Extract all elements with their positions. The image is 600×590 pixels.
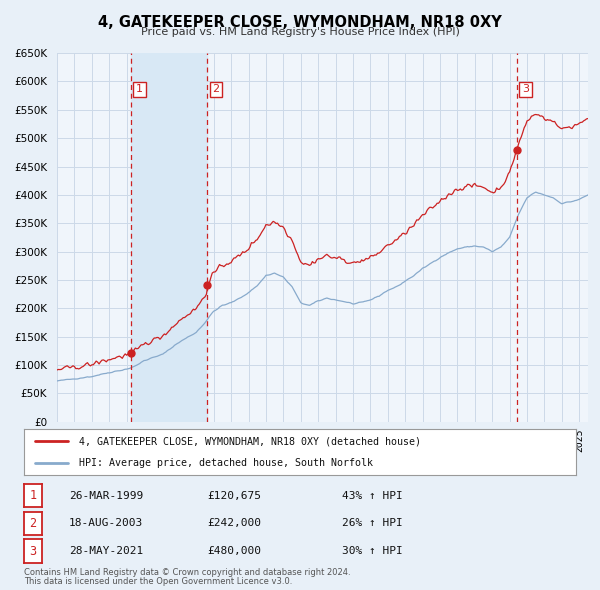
Text: 26% ↑ HPI: 26% ↑ HPI — [342, 519, 403, 528]
Text: 1: 1 — [136, 84, 143, 94]
Text: Price paid vs. HM Land Registry's House Price Index (HPI): Price paid vs. HM Land Registry's House … — [140, 27, 460, 37]
Text: 2: 2 — [29, 517, 37, 530]
Text: This data is licensed under the Open Government Licence v3.0.: This data is licensed under the Open Gov… — [24, 577, 292, 586]
Text: 4, GATEKEEPER CLOSE, WYMONDHAM, NR18 0XY (detached house): 4, GATEKEEPER CLOSE, WYMONDHAM, NR18 0XY… — [79, 437, 421, 447]
Text: 28-MAY-2021: 28-MAY-2021 — [69, 546, 143, 556]
Text: 26-MAR-1999: 26-MAR-1999 — [69, 491, 143, 500]
Text: 4, GATEKEEPER CLOSE, WYMONDHAM, NR18 0XY: 4, GATEKEEPER CLOSE, WYMONDHAM, NR18 0XY — [98, 15, 502, 30]
Text: 30% ↑ HPI: 30% ↑ HPI — [342, 546, 403, 556]
Text: 18-AUG-2003: 18-AUG-2003 — [69, 519, 143, 528]
Text: 1: 1 — [29, 489, 37, 502]
Text: 2: 2 — [212, 84, 220, 94]
Text: £120,675: £120,675 — [207, 491, 261, 500]
Text: HPI: Average price, detached house, South Norfolk: HPI: Average price, detached house, Sout… — [79, 457, 373, 467]
Text: 43% ↑ HPI: 43% ↑ HPI — [342, 491, 403, 500]
Text: Contains HM Land Registry data © Crown copyright and database right 2024.: Contains HM Land Registry data © Crown c… — [24, 568, 350, 577]
Text: 3: 3 — [522, 84, 529, 94]
Text: 3: 3 — [29, 545, 37, 558]
Text: £242,000: £242,000 — [207, 519, 261, 528]
Text: £480,000: £480,000 — [207, 546, 261, 556]
Bar — [131, 53, 207, 422]
